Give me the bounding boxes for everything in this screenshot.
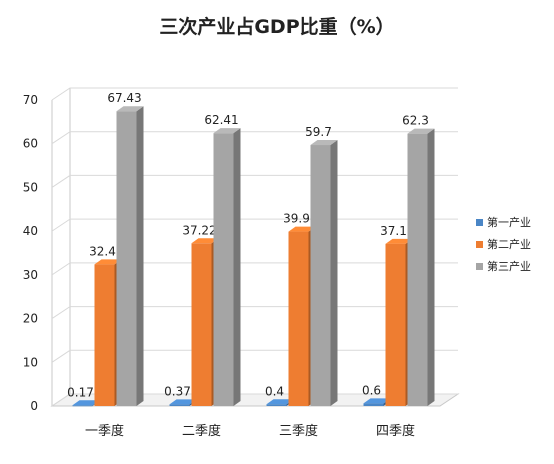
bar	[94, 264, 115, 406]
bar-top	[116, 106, 144, 112]
data-label: 37.1	[380, 224, 407, 238]
bar-top	[191, 238, 219, 244]
y-tick-label: 50	[23, 180, 38, 194]
bar	[407, 133, 428, 406]
legend-label: 第二产业	[487, 237, 531, 251]
bar-side	[136, 106, 144, 407]
bar-top	[94, 259, 122, 265]
bar	[169, 404, 190, 406]
legend-swatch	[476, 241, 483, 248]
legend-swatch	[476, 219, 483, 226]
gridline	[51, 87, 458, 101]
bar-top	[288, 226, 316, 232]
legend-swatch	[476, 263, 483, 270]
gridline	[51, 174, 458, 188]
data-label: 0.17	[67, 385, 94, 399]
bar	[266, 404, 287, 406]
data-label: 62.3	[402, 114, 429, 128]
data-label: 62.41	[204, 113, 238, 127]
data-label: 39.9	[283, 212, 310, 226]
bar-top	[385, 238, 413, 244]
data-label: 37.22	[182, 223, 216, 237]
x-tick-label: 四季度	[376, 423, 415, 439]
x-tick-label: 一季度	[85, 423, 124, 439]
bar	[385, 243, 406, 406]
data-label: 67.43	[107, 91, 141, 105]
data-label: 0.6	[362, 383, 381, 397]
bar-side	[330, 140, 338, 407]
y-tick-label: 10	[23, 355, 38, 369]
bar-side	[233, 128, 241, 406]
x-tick-label: 三季度	[279, 423, 318, 439]
y-tick-label: 60	[23, 137, 38, 151]
bar	[288, 231, 309, 406]
bar-top	[266, 399, 294, 405]
data-label: 0.37	[164, 384, 191, 398]
chart-title: 三次产业占GDP比重（%）	[159, 15, 394, 38]
data-label: 32.4	[89, 244, 116, 258]
data-label: 0.4	[265, 384, 284, 398]
data-label: 59.7	[305, 125, 332, 139]
bars-group: 0.17 32.4 67.43 一季度 0.37 37.22 62.41 二季度 0.4 39.9…	[67, 91, 435, 439]
legend-label: 第三产业	[487, 259, 531, 273]
y-tick-label: 0	[30, 399, 38, 413]
bar	[72, 405, 93, 407]
bar	[116, 111, 137, 407]
bar-top	[169, 399, 197, 405]
x-tick-label: 二季度	[182, 423, 221, 439]
bar-top	[213, 128, 241, 134]
bar-top	[407, 128, 435, 134]
bar-top	[72, 400, 100, 406]
y-tick-label: 70	[23, 93, 38, 107]
bar-top	[363, 398, 391, 404]
y-tick-label: 20	[23, 312, 38, 326]
bar-top	[310, 140, 338, 146]
y-tick-label: 30	[23, 268, 38, 282]
bar	[213, 133, 234, 406]
bar-side	[427, 128, 435, 406]
bar	[363, 403, 384, 406]
legend-label: 第一产业	[487, 215, 531, 229]
bar	[191, 243, 212, 406]
gridline	[51, 131, 458, 145]
y-tick-label: 40	[23, 224, 38, 238]
bar	[310, 145, 331, 407]
